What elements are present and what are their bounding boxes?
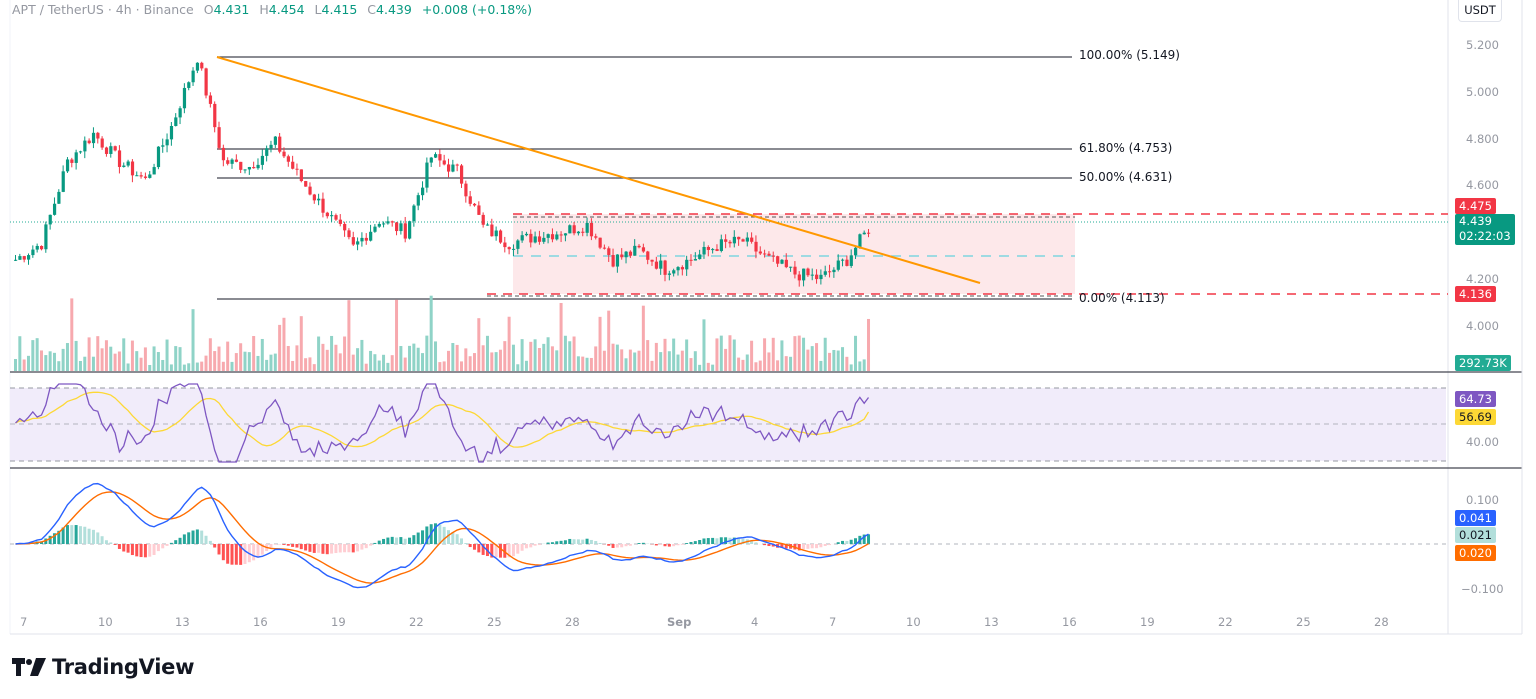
time-axis-label: 25	[1296, 615, 1311, 629]
price-axis-label: 5.200	[1466, 38, 1499, 52]
bar-countdown: 02:22:03	[1459, 229, 1511, 243]
macd-value-tag: 0.041	[1455, 510, 1496, 526]
descending-trendline[interactable]	[216, 56, 981, 284]
macd-axis-label: 0.100	[1466, 493, 1499, 507]
time-axis-label: 16	[1062, 615, 1077, 629]
symbol-name[interactable]: APT / TetherUS	[12, 2, 104, 17]
rsi-value-tag: 64.73	[1455, 391, 1496, 407]
fibonacci-lines[interactable]	[217, 56, 1072, 300]
time-axis-label: 13	[984, 615, 999, 629]
candlesticks	[14, 61, 871, 287]
price-axis-label: 4.000	[1466, 319, 1499, 333]
time-axis-label: 22	[409, 615, 424, 629]
consolidation-range-box	[513, 214, 1075, 294]
rsi-axis-label: 40.00	[1466, 435, 1499, 449]
fib-label-618: 61.80% (4.753)	[1079, 141, 1173, 155]
time-axis-label: Sep	[667, 615, 692, 629]
resistance-price-tag: 4.475	[1455, 198, 1496, 214]
ohlc-high: 4.454	[268, 2, 305, 17]
brand-name: TradingView	[52, 655, 195, 679]
macd-signal-tag: 0.020	[1455, 545, 1496, 561]
time-axis-label: 19	[331, 615, 346, 629]
time-axis-label: 4	[751, 615, 759, 629]
price-axis-label: 4.800	[1466, 132, 1499, 146]
price-change: +0.008 (+0.18%)	[421, 2, 532, 17]
time-axis-label: 16	[253, 615, 268, 629]
ohlc-close: 4.439	[376, 2, 412, 17]
interval[interactable]: 4h	[115, 2, 132, 17]
volume-bars	[14, 295, 871, 371]
fib-label-50: 50.00% (4.631)	[1079, 170, 1173, 184]
macd-histogram-tag: 0.021	[1455, 527, 1496, 543]
ohlc-open: 4.431	[213, 2, 250, 17]
time-axis-label: 13	[175, 615, 190, 629]
macd-signal-line	[15, 491, 869, 584]
time-axis-label: 19	[1140, 615, 1155, 629]
rsi-ma-tag: 56.69	[1455, 409, 1496, 425]
price-axis-label: 4.200	[1466, 272, 1499, 286]
ohlc-low: 4.415	[321, 2, 358, 17]
time-axis-label: 10	[906, 615, 921, 629]
time-axis-label: 10	[98, 615, 113, 629]
tradingview-logo[interactable]: TradingView	[12, 655, 194, 679]
time-axis-label: 28	[565, 615, 580, 629]
fib-label-0: 0.00% (4.113)	[1079, 291, 1165, 305]
support-price-tag: 4.136	[1455, 286, 1496, 302]
fib-label-100: 100.00% (5.149)	[1079, 48, 1180, 62]
volume-tag: 292.73K	[1455, 355, 1511, 371]
time-axis-label: 25	[487, 615, 502, 629]
macd-line	[15, 482, 869, 589]
symbol-header: APT / TetherUS · 4h · Binance O4.431 H4.…	[12, 2, 532, 17]
price-axis-label: 4.600	[1466, 178, 1499, 192]
time-axis-label: 22	[1218, 615, 1233, 629]
time-axis-label: 7	[20, 615, 28, 629]
time-axis-label: 28	[1374, 615, 1389, 629]
exchange: Binance	[143, 2, 194, 17]
rsi-line	[15, 383, 870, 463]
price-axis-label: 5.000	[1466, 85, 1499, 99]
macd-axis-label: −0.100	[1461, 582, 1504, 596]
currency-button[interactable]: USDT	[1458, 0, 1502, 22]
tradingview-logo-icon	[12, 658, 46, 676]
time-axis-label: 7	[829, 615, 837, 629]
last-price-tag: 4.439 02:22:03	[1455, 214, 1515, 245]
